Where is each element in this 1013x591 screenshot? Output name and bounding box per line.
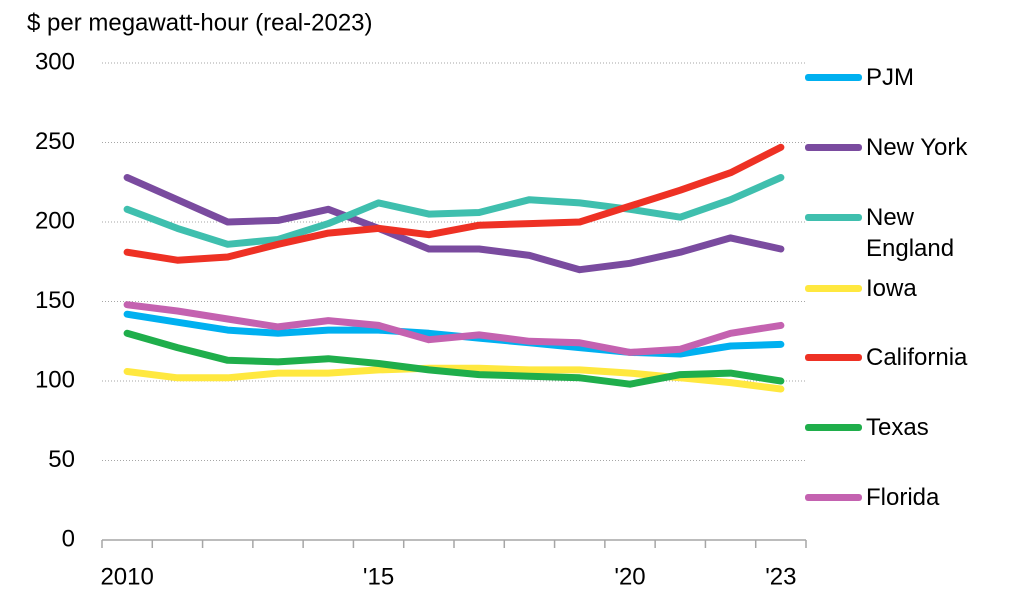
legend-label: Florida bbox=[866, 484, 940, 511]
x-tick-label: '23 bbox=[765, 563, 796, 590]
y-tick-label: 150 bbox=[35, 287, 75, 314]
y-tick-label: 0 bbox=[62, 525, 75, 552]
y-tick-label: 50 bbox=[48, 446, 75, 473]
series-line bbox=[123, 143, 785, 264]
legend-label: New York bbox=[866, 134, 968, 161]
y-tick-label: 200 bbox=[35, 207, 75, 234]
chart-title: $ per megawatt-hour (real-2023) bbox=[27, 9, 373, 36]
y-tick-label: 300 bbox=[35, 48, 75, 75]
legend-label: Texas bbox=[866, 414, 929, 441]
y-tick-label: 250 bbox=[35, 128, 75, 155]
legend-swatch bbox=[805, 494, 862, 501]
legend-label: New England bbox=[866, 204, 955, 262]
legend-swatch bbox=[805, 74, 862, 81]
series-line bbox=[123, 329, 785, 388]
legend-label: PJM bbox=[866, 64, 914, 91]
series-line bbox=[123, 301, 785, 356]
legend-swatch bbox=[805, 144, 862, 151]
legend: PJM New York New England Iowa California Texa… bbox=[805, 0, 1013, 591]
x-tick-label: '20 bbox=[614, 563, 645, 590]
x-tick-label: '15 bbox=[363, 563, 394, 590]
legend-label: California bbox=[866, 344, 968, 371]
legend-swatch bbox=[805, 424, 862, 431]
legend-label: Iowa bbox=[866, 275, 917, 302]
x-tick-label: 2010 bbox=[100, 563, 153, 590]
y-tick-label: 100 bbox=[35, 366, 75, 393]
series-line bbox=[123, 174, 785, 274]
legend-swatch bbox=[805, 214, 862, 221]
legend-swatch bbox=[805, 285, 862, 292]
series-line bbox=[123, 174, 785, 248]
legend-swatch bbox=[805, 354, 862, 361]
